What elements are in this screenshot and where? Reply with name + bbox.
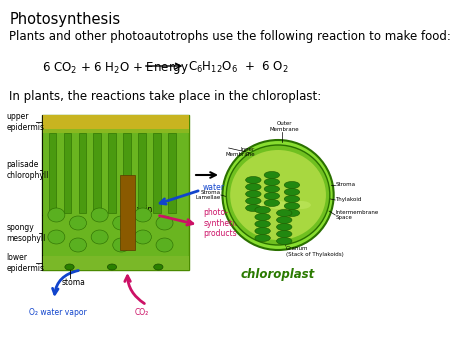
Bar [42, 256, 189, 270]
Ellipse shape [284, 195, 300, 202]
Ellipse shape [156, 216, 173, 230]
Bar [42, 129, 189, 133]
Ellipse shape [246, 197, 261, 204]
Text: Intermembrane
Space: Intermembrane Space [335, 210, 378, 220]
Ellipse shape [65, 264, 74, 270]
Bar [79, 133, 86, 213]
Bar [42, 115, 189, 270]
Bar [42, 115, 189, 129]
Ellipse shape [154, 264, 163, 270]
Text: C$_6$H$_{12}$O$_6$  +  6 O$_2$: C$_6$H$_{12}$O$_6$ + 6 O$_2$ [189, 60, 289, 75]
Ellipse shape [135, 208, 151, 222]
Text: Outer
Membrane: Outer Membrane [270, 121, 299, 132]
Text: 6 CO$_2$ + 6 H$_2$O + Energy: 6 CO$_2$ + 6 H$_2$O + Energy [42, 60, 189, 76]
Ellipse shape [230, 150, 326, 240]
Ellipse shape [276, 210, 292, 217]
Ellipse shape [255, 235, 270, 241]
Text: Photosynthesis: Photosynthesis [9, 12, 121, 27]
Ellipse shape [91, 230, 108, 244]
Text: chloroplast: chloroplast [241, 268, 315, 281]
Text: photo-
synthetic
products: photo- synthetic products [203, 208, 239, 238]
Ellipse shape [284, 182, 300, 189]
Text: Stroma: Stroma [335, 183, 356, 188]
Ellipse shape [156, 238, 173, 252]
Bar [123, 133, 131, 213]
Ellipse shape [255, 207, 270, 214]
Text: upper
epidermis: upper epidermis [6, 112, 44, 132]
Ellipse shape [264, 186, 279, 193]
Ellipse shape [284, 210, 300, 217]
Ellipse shape [48, 208, 65, 222]
Ellipse shape [246, 184, 261, 191]
Text: lower
epidermis: lower epidermis [6, 253, 44, 273]
Ellipse shape [276, 231, 292, 238]
Text: Stroma
Lamellae: Stroma Lamellae [196, 190, 221, 200]
Text: Granum
(Stack of Thylakoids): Granum (Stack of Thylakoids) [286, 246, 343, 257]
Ellipse shape [264, 193, 279, 199]
Ellipse shape [135, 230, 151, 244]
Ellipse shape [113, 216, 130, 230]
Text: water: water [203, 183, 225, 192]
Ellipse shape [292, 201, 311, 209]
Ellipse shape [113, 238, 130, 252]
Text: Thylakoid: Thylakoid [335, 197, 362, 202]
Text: palisade
chlorophyll: palisade chlorophyll [6, 160, 49, 180]
Text: stoma: stoma [62, 278, 86, 287]
Ellipse shape [264, 171, 279, 178]
Text: Plants and other photoautotrophs use the following reaction to make food:: Plants and other photoautotrophs use the… [9, 30, 450, 43]
Ellipse shape [276, 217, 292, 223]
Ellipse shape [276, 223, 292, 231]
Text: spongy
mesophyll: spongy mesophyll [6, 223, 45, 243]
Ellipse shape [48, 230, 65, 244]
Bar [138, 133, 146, 213]
Ellipse shape [276, 238, 292, 244]
Text: In plants, the reactions take place in the chloroplast:: In plants, the reactions take place in t… [9, 90, 321, 103]
Ellipse shape [255, 227, 270, 235]
Ellipse shape [246, 204, 261, 212]
Bar [49, 133, 56, 213]
Ellipse shape [69, 216, 86, 230]
Text: vein: vein [137, 206, 153, 215]
Ellipse shape [108, 264, 117, 270]
Ellipse shape [69, 238, 86, 252]
Text: CO₂: CO₂ [134, 308, 148, 317]
Ellipse shape [268, 201, 288, 209]
Bar [120, 175, 135, 250]
Ellipse shape [246, 176, 261, 184]
Ellipse shape [245, 201, 265, 209]
Ellipse shape [255, 220, 270, 227]
Ellipse shape [264, 178, 279, 186]
Ellipse shape [284, 202, 300, 210]
Ellipse shape [284, 189, 300, 195]
Ellipse shape [226, 145, 330, 245]
Bar [108, 133, 116, 213]
Bar [153, 133, 161, 213]
Text: O₂ water vapor: O₂ water vapor [29, 308, 87, 317]
Ellipse shape [255, 214, 270, 220]
Bar [168, 133, 176, 213]
Ellipse shape [91, 208, 108, 222]
Bar [94, 133, 101, 213]
Text: Inner
Membrane: Inner Membrane [225, 147, 255, 158]
Ellipse shape [222, 140, 333, 250]
Ellipse shape [246, 191, 261, 197]
Ellipse shape [264, 199, 279, 207]
Bar [63, 133, 71, 213]
